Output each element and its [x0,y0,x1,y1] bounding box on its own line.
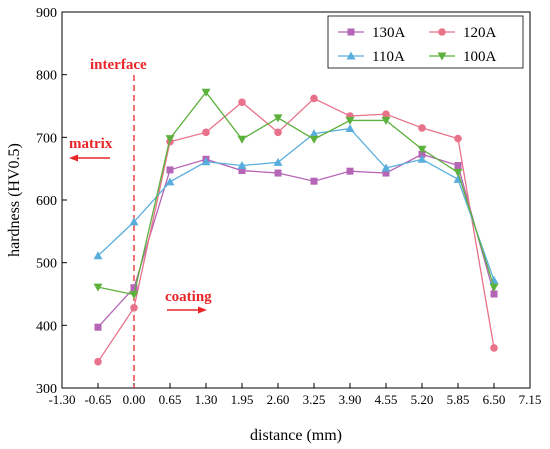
x-tick-label: 3.90 [339,392,362,407]
data-point-110A [165,177,175,186]
legend-label: 120A [463,25,497,41]
data-point-120A [454,134,462,143]
legend-label: 110A [372,49,405,65]
x-tick-label: -1.30 [48,392,75,407]
data-point-120A [382,110,390,118]
data-point-100A [129,291,139,300]
data-point-130A [94,323,102,331]
data-point-130A [166,166,174,174]
data-point-120A [130,303,138,312]
series-line-100A [97,91,495,296]
data-point-100A [93,283,103,292]
annotations: interface matrix coating [69,57,212,388]
data-point-110A [129,217,139,226]
x-tick-label: 3.25 [303,392,326,407]
y-tick-label: 800 [36,69,57,84]
legend-entries: 130A 120A 110A 100A [338,25,497,65]
legend-entry-120A: 120A [429,25,497,41]
legend-label: 130A [372,25,406,41]
data-point-100A [201,88,211,97]
data-point-110A [309,129,319,138]
interface-label: interface [90,57,147,73]
legend-swatch-marker [438,28,446,36]
x-tick-label: 5.20 [411,392,434,407]
x-tick-label: 6.50 [483,392,506,407]
data-point-130A [454,162,462,170]
matrix-arrow [69,154,110,162]
legend-entry-110A: 110A [338,49,405,65]
coating-arrow [167,306,207,314]
data-point-110A [345,124,355,133]
axis-ticks: -1.30 -0.65 0.00 0.65 1.30 1.95 2.60 3.25 3.90 4.… [36,6,541,407]
x-tick-label: -0.65 [84,392,111,407]
data-point-130A [382,169,390,177]
data-point-110A [237,161,247,170]
series-line-130A [97,153,495,328]
y-tick-label: 300 [36,382,57,397]
x-tick-label: 0.65 [159,392,182,407]
legend-label: 100A [463,49,497,65]
data-point-100A [489,283,499,292]
legend: 130A 120A 110A 100A [327,15,524,69]
data-point-120A [310,94,318,103]
data-point-130A [238,167,246,175]
legend-box [327,15,524,69]
data-point-110A [273,157,283,166]
data-point-100A [165,135,175,144]
data-point-130A [130,284,138,292]
series-layer [93,88,499,366]
y-tick-label: 400 [36,319,57,334]
data-point-130A [346,167,354,175]
data-point-100A [453,168,463,177]
series-line-110A [97,127,495,281]
data-point-120A [490,344,498,352]
data-point-120A [274,128,282,137]
data-point-110A [381,163,391,172]
legend-entry-100A: 100A [429,49,497,65]
x-tick-label: 1.30 [195,392,218,407]
coating-label: coating [165,289,212,305]
legend-swatch-marker [346,51,356,60]
data-point-120A [238,98,246,107]
x-tick-label: 0.00 [123,392,146,407]
y-axis-label: hardness (HV0.5) [6,143,23,257]
data-point-100A [309,135,319,144]
y-tick-label: 600 [36,194,57,209]
data-point-120A [94,357,102,366]
y-tick-label: 500 [36,257,57,272]
data-point-110A [417,154,427,163]
x-tick-label: 5.85 [447,392,470,407]
data-point-100A [381,116,391,125]
data-point-120A [202,128,210,137]
legend-swatch-marker [347,28,355,36]
data-point-110A [93,251,103,260]
x-tick-label: 2.60 [267,392,290,407]
data-point-130A [490,290,498,298]
data-point-100A [237,135,247,144]
legend-entry-130A: 130A [338,25,406,41]
y-tick-label: 700 [36,131,57,146]
data-point-130A [274,169,282,177]
data-point-100A [417,145,427,154]
data-point-100A [345,116,355,125]
data-point-130A [418,150,426,158]
data-point-130A [310,177,318,185]
x-tick-label: 1.95 [231,392,254,407]
y-tick-label: 900 [36,6,57,21]
x-tick-label: 7.15 [519,392,542,407]
series-line-120A [97,97,495,363]
series-100A [93,88,499,300]
legend-swatch-marker [437,52,447,61]
series-130A [94,150,498,331]
matrix-label: matrix [69,136,113,152]
series-110A [93,124,499,284]
x-axis-label: distance (mm) [250,427,342,444]
data-point-110A [201,157,211,166]
series-120A [94,94,498,366]
data-point-120A [418,124,426,132]
x-tick-label: 4.55 [375,392,398,407]
data-point-100A [273,114,283,123]
